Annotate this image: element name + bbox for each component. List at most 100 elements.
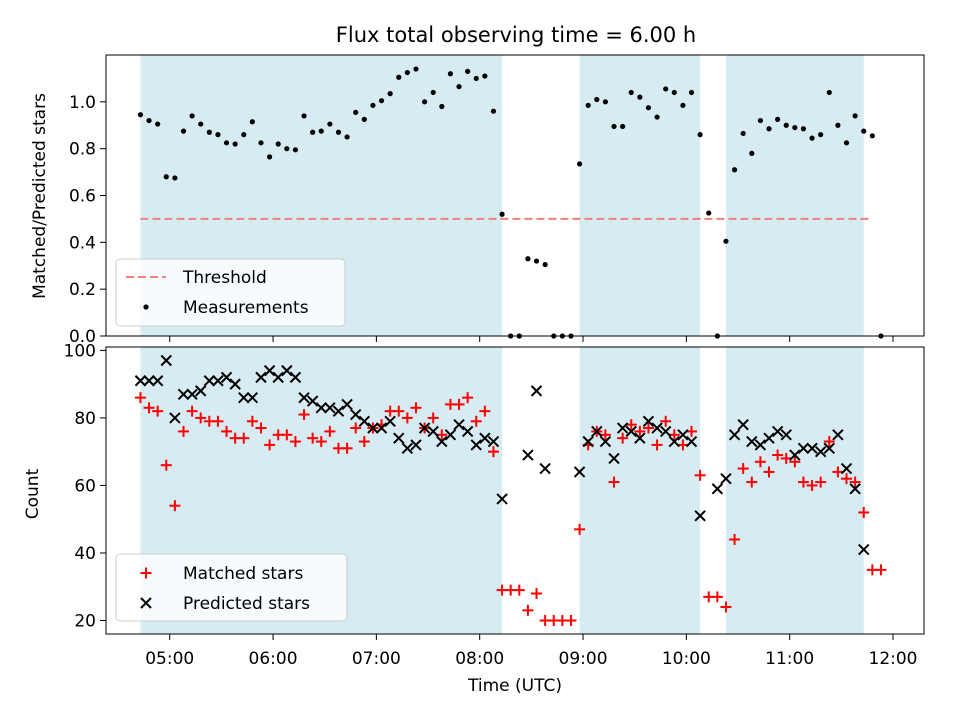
matched-star-marker xyxy=(780,452,792,464)
measurement-point xyxy=(301,113,307,119)
x-b xyxy=(143,375,155,387)
measurement-point xyxy=(706,210,712,216)
x-b xyxy=(659,425,672,438)
predicted-star-marker xyxy=(763,432,775,444)
x-b xyxy=(384,415,396,427)
x-b xyxy=(806,442,818,455)
bottom-y-ticks: 20 40 60 80 100 xyxy=(64,341,106,631)
matched-star-marker xyxy=(608,476,620,488)
predicted-star-marker xyxy=(272,371,284,384)
matched-star-marker xyxy=(298,409,310,421)
measurement-point xyxy=(404,69,410,76)
matched-star-marker xyxy=(246,415,258,427)
matched-star-marker xyxy=(754,456,766,468)
predicted-star-marker xyxy=(238,391,250,404)
measurement-point xyxy=(533,258,540,264)
predicted-star-marker xyxy=(306,395,319,407)
predicted-star-marker xyxy=(401,442,414,455)
matched-star-marker xyxy=(307,432,319,444)
predicted-star-marker xyxy=(754,439,767,451)
top-y-ticks: 0.0 0.2 0.4 0.6 0.8 1.0 xyxy=(69,93,106,347)
measurement-point xyxy=(258,140,264,146)
x-b xyxy=(298,391,310,404)
measurement-point xyxy=(232,141,238,147)
predicted-star-marker xyxy=(539,462,551,475)
predicted-star-marker xyxy=(651,422,663,434)
predicted-stars-series xyxy=(134,354,870,556)
predicted-star-marker xyxy=(496,493,508,505)
measurement-point xyxy=(146,117,152,124)
bottom-axes-frame xyxy=(105,346,925,635)
predicted-star-marker xyxy=(246,391,259,404)
measurement-point xyxy=(180,128,187,134)
x-b xyxy=(771,425,784,438)
x-b xyxy=(608,452,620,465)
matched-star-marker xyxy=(324,425,336,437)
predicted-star-marker xyxy=(263,364,276,377)
x-b xyxy=(195,385,207,397)
matched-star-marker xyxy=(797,476,809,488)
predicted-star-marker xyxy=(160,354,172,367)
matched-star-marker xyxy=(462,392,474,404)
y-tick-label: 60 xyxy=(74,476,96,496)
x-b xyxy=(539,462,551,475)
x-tick-label: 11:00 xyxy=(765,649,814,669)
matched-star-marker xyxy=(212,415,224,427)
predicted-star-marker xyxy=(832,429,844,441)
predicted-star-marker xyxy=(140,597,152,609)
measurement-point xyxy=(792,124,798,131)
y-tick-label: 80 xyxy=(74,409,96,429)
measurement-point xyxy=(663,86,669,92)
measurement-point xyxy=(292,147,299,153)
measurement-point xyxy=(628,89,634,96)
predicted-star-marker xyxy=(746,435,758,448)
measurement-point xyxy=(284,146,290,152)
predicted-star-marker xyxy=(358,415,371,427)
matched-star-marker xyxy=(634,425,646,437)
measurement-point xyxy=(783,122,789,128)
bottom-legend: Matched stars Predicted stars xyxy=(115,553,348,622)
x-b xyxy=(694,510,706,522)
matched-star-marker xyxy=(238,432,250,444)
predicted-star-marker xyxy=(677,429,689,441)
matched-star-marker xyxy=(410,402,422,414)
predicted-star-marker xyxy=(771,425,784,438)
x-b xyxy=(410,439,422,451)
y-tick-label: 0.0 xyxy=(69,327,96,347)
x-b xyxy=(668,435,681,448)
predicted-star-marker xyxy=(608,452,620,465)
x-b xyxy=(263,364,276,377)
matched-star-marker xyxy=(823,436,835,448)
x-b xyxy=(849,483,861,495)
legend-measurements-swatch xyxy=(143,304,149,310)
predicted-star-marker xyxy=(479,432,491,444)
predicted-star-marker xyxy=(789,449,801,461)
x-b xyxy=(324,402,336,414)
predicted-star-marker xyxy=(384,415,396,427)
measurement-point xyxy=(637,94,643,100)
matched-star-marker xyxy=(479,405,491,417)
measurement-point xyxy=(137,112,144,118)
predicted-star-marker xyxy=(281,364,293,377)
measurement-point xyxy=(861,128,867,134)
predicted-star-marker xyxy=(530,385,543,397)
x-b xyxy=(151,375,164,387)
x-b xyxy=(728,429,741,441)
measurement-point xyxy=(396,74,402,80)
x-b xyxy=(186,388,198,400)
predicted-star-marker xyxy=(393,432,405,444)
x-b xyxy=(634,432,646,444)
measurement-point xyxy=(740,130,746,137)
predicted-star-marker xyxy=(487,435,500,448)
predicted-star-marker xyxy=(298,391,310,404)
x-b xyxy=(720,472,732,485)
measurement-point xyxy=(843,140,850,146)
measurement-point xyxy=(680,102,686,108)
predicted-star-marker xyxy=(341,398,353,411)
measurement-point xyxy=(370,102,376,108)
x-b xyxy=(272,371,284,384)
y-tick-label: 0.8 xyxy=(69,140,96,160)
predicted-star-marker xyxy=(255,371,267,384)
measurement-point xyxy=(835,122,841,128)
matched-star-marker xyxy=(625,419,637,431)
